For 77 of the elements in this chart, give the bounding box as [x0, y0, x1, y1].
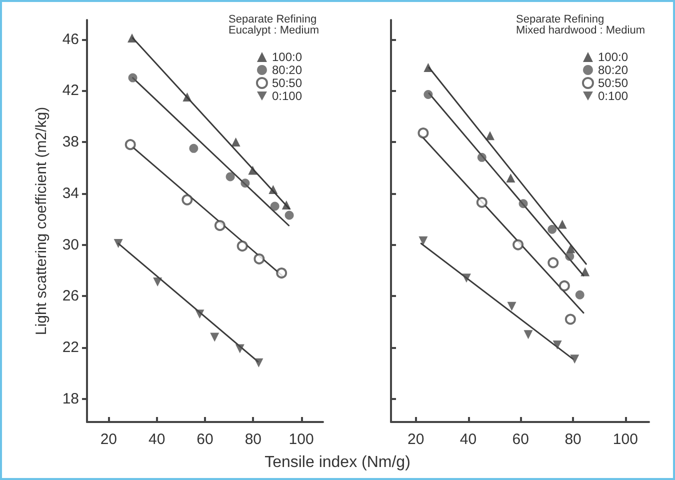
point — [195, 310, 204, 319]
point — [231, 138, 240, 147]
point — [268, 185, 278, 194]
point — [153, 278, 162, 287]
point — [558, 280, 570, 292]
point — [240, 178, 250, 188]
point — [565, 252, 574, 261]
point — [507, 302, 516, 311]
point — [254, 358, 264, 368]
point — [477, 152, 486, 162]
point — [424, 90, 433, 99]
point — [270, 202, 280, 211]
point — [506, 173, 516, 182]
point — [418, 236, 428, 246]
point — [284, 210, 294, 220]
y-tick-label: 34 — [62, 184, 79, 202]
x-tick-label: 40 — [460, 431, 477, 448]
point — [254, 253, 265, 264]
point — [580, 267, 590, 276]
point — [128, 33, 137, 42]
point — [235, 344, 244, 354]
y-tick-label: 42 — [62, 82, 79, 100]
point — [282, 200, 291, 210]
y-tick-label: 38 — [62, 134, 79, 151]
y-tick-label: 26 — [62, 288, 79, 305]
point — [214, 220, 226, 231]
point — [524, 330, 533, 340]
point — [564, 314, 576, 325]
point — [486, 131, 495, 140]
point — [210, 332, 220, 342]
x-tick-label: 60 — [512, 431, 529, 448]
point — [226, 172, 235, 182]
point — [548, 257, 559, 268]
y-tick-label: 30 — [62, 236, 79, 254]
legend-label: 0:100 — [598, 89, 628, 103]
legend-label: 50:50 — [598, 76, 628, 90]
legend-label: 0:100 — [272, 89, 302, 103]
legend-label: 100:0 — [598, 50, 628, 64]
y-tick-label: 18 — [62, 390, 79, 408]
point — [189, 144, 198, 153]
legend-label: 80:20 — [598, 63, 628, 77]
point — [248, 166, 258, 175]
point — [276, 268, 288, 279]
x-tick-label: 20 — [408, 431, 424, 448]
point — [575, 290, 584, 300]
y-tick-label: 22 — [62, 339, 79, 356]
x-tick-label: 100 — [288, 431, 314, 448]
legend-title: Separate Refining Eucalypt : Medium — [228, 14, 320, 36]
x-tick-label: 80 — [564, 431, 582, 448]
legend-label: 50:50 — [272, 76, 302, 90]
point — [518, 199, 528, 208]
point — [418, 128, 429, 139]
point — [182, 92, 192, 102]
legend-title: Separate Refining Mixed hardwood : Medium — [516, 14, 646, 36]
point — [124, 139, 136, 150]
point — [424, 63, 433, 72]
point — [512, 239, 524, 250]
point — [114, 238, 123, 248]
legend-label: 100:0 — [272, 50, 302, 64]
x-tick-label: 40 — [148, 431, 166, 448]
point — [236, 240, 248, 252]
legend-label: 80:20 — [272, 63, 302, 77]
y-axis-title: Light scattering coefficient (m2/kg) — [33, 106, 50, 336]
point — [182, 194, 193, 206]
y-tick-label: 46 — [62, 30, 79, 48]
point — [570, 354, 580, 364]
point — [128, 73, 138, 82]
x-tick-label: 100 — [612, 431, 638, 448]
x-axis-title: Tensile index (Nm/g) — [264, 454, 412, 472]
x-tick-label: 60 — [196, 431, 214, 448]
point — [462, 274, 471, 283]
x-tick-label: 80 — [244, 431, 262, 448]
point — [552, 340, 562, 350]
point — [476, 196, 488, 208]
point — [558, 220, 567, 229]
x-tick-label: 20 — [100, 431, 118, 448]
point — [548, 224, 557, 234]
